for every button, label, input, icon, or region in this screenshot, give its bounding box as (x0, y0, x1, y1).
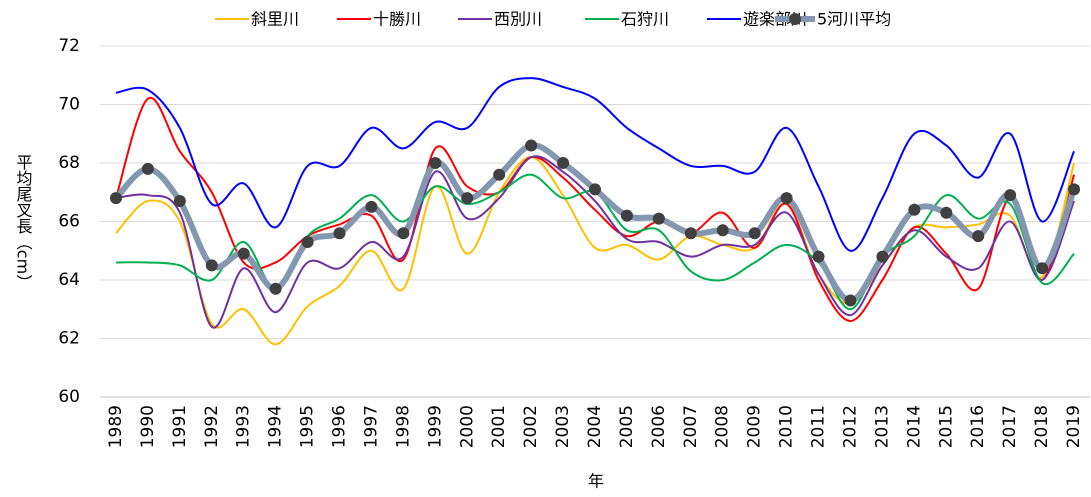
y-tick-label: 62 (58, 329, 80, 349)
point (397, 227, 410, 240)
point (716, 224, 729, 237)
point (844, 294, 857, 307)
x-axis-title: 年 (588, 472, 604, 491)
point (812, 250, 825, 263)
legend-label: 西別川 (494, 10, 542, 29)
y-tick-label: 66 (58, 212, 80, 232)
y-tick-label: 60 (58, 387, 80, 407)
point (557, 157, 570, 169)
point (141, 162, 154, 175)
x-tick-label: 1993 (234, 405, 254, 448)
point (237, 247, 250, 260)
x-tick-label: 2017 (1000, 405, 1020, 448)
x-tick-label: 2004 (585, 405, 605, 448)
point (780, 192, 793, 205)
x-tick-label: 2002 (521, 405, 541, 448)
series-line (115, 96, 1075, 322)
legend-label: 5河川平均 (817, 10, 891, 29)
series-line (115, 156, 1075, 346)
x-tick-label: 2001 (489, 405, 509, 448)
x-tick-label: 1997 (361, 405, 381, 448)
x-tick-label: 2013 (872, 405, 892, 448)
point (684, 227, 697, 240)
legend-label: 斜里川 (251, 10, 299, 29)
x-tick-label: 1990 (138, 405, 158, 448)
point (429, 157, 442, 169)
x-tick-label: 2018 (1032, 405, 1052, 448)
point (1004, 189, 1017, 202)
x-tick-label: 1989 (106, 405, 126, 448)
point (876, 250, 889, 263)
x-tick-label: 2016 (968, 405, 988, 448)
x-tick-label: 1998 (393, 405, 413, 448)
point (525, 139, 538, 152)
x-tick-label: 2019 (1064, 405, 1084, 448)
legend-label: 石狩川 (621, 10, 669, 29)
x-tick-label: 2005 (617, 405, 637, 448)
x-tick-label: 1992 (202, 405, 222, 448)
x-tick-label: 1999 (425, 405, 445, 448)
point (589, 183, 601, 196)
x-tick-label: 1995 (298, 405, 318, 448)
point (1036, 262, 1049, 275)
y-tick-label: 70 (58, 95, 80, 115)
point (493, 168, 506, 181)
point (333, 227, 346, 240)
point (620, 209, 633, 222)
x-tick-label: 2003 (553, 405, 573, 448)
y-axis-title: 平均尾叉長（cm） (14, 154, 33, 290)
x-tick-label: 1991 (170, 405, 190, 448)
point (461, 192, 474, 205)
y-tick-label: 64 (58, 270, 80, 290)
series-line (115, 155, 1075, 329)
point (173, 195, 186, 208)
x-tick-label: 2006 (649, 405, 669, 448)
x-tick-label: 2000 (457, 405, 477, 448)
y-tick-label: 68 (58, 153, 80, 173)
x-tick-label: 2010 (777, 405, 797, 448)
point (205, 259, 218, 272)
y-tick-label: 72 (58, 36, 80, 56)
x-tick-label: 2009 (745, 405, 765, 448)
series-line (113, 142, 1077, 304)
x-tick-label: 1996 (330, 405, 350, 448)
point (1068, 183, 1081, 196)
x-tick-label: 2007 (681, 405, 701, 448)
point (269, 282, 282, 295)
x-tick-label: 2008 (713, 405, 733, 448)
legend-label: 十勝川 (373, 10, 421, 29)
legend-marker (789, 13, 801, 25)
x-tick-label: 1994 (266, 405, 286, 448)
x-tick-label: 2012 (840, 405, 860, 448)
point (109, 192, 122, 205)
x-tick-label: 2015 (936, 405, 956, 448)
x-tick-label: 2014 (904, 405, 924, 448)
point (365, 200, 378, 213)
point (972, 230, 985, 243)
point (908, 203, 921, 216)
point (301, 235, 314, 248)
point (748, 227, 761, 240)
point (940, 206, 953, 219)
series-line (115, 77, 1075, 252)
x-tick-label: 2011 (809, 405, 829, 448)
point (652, 212, 665, 225)
